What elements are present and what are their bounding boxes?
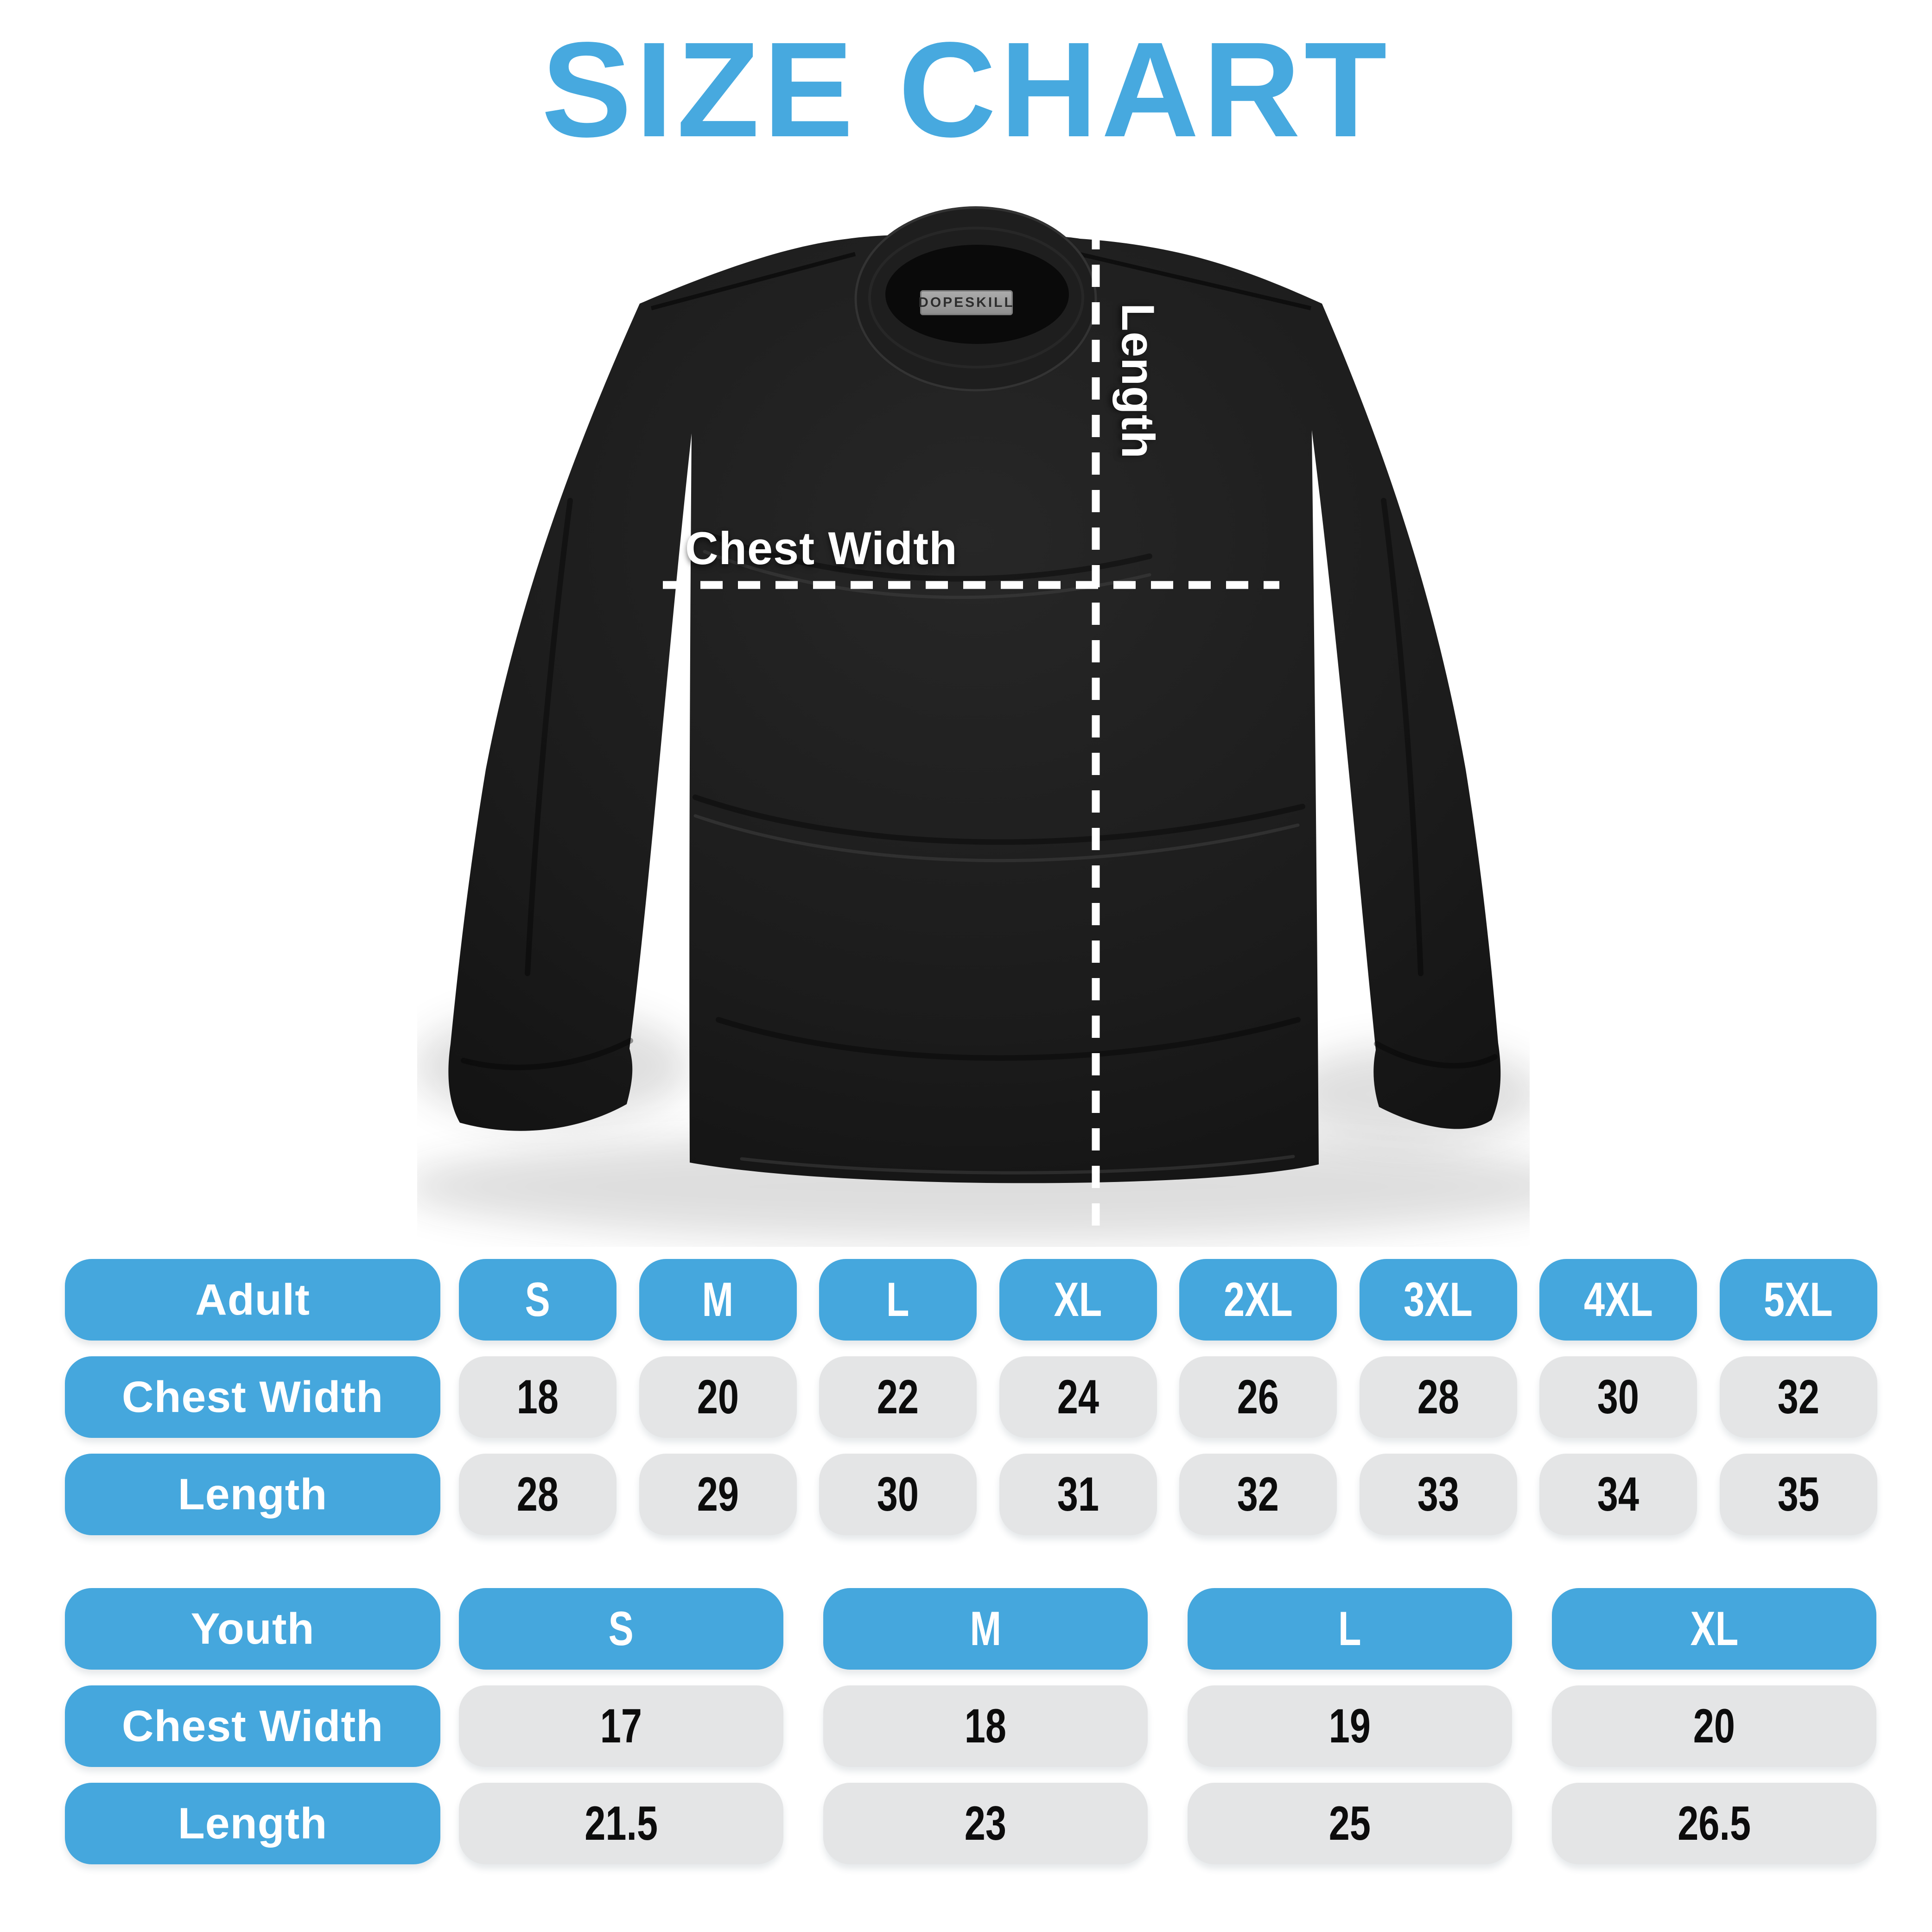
shirt-body bbox=[448, 233, 1501, 1183]
youth-chest-width-cell: 19 bbox=[1188, 1685, 1512, 1767]
adult-chest-width-cell: 26 bbox=[1179, 1356, 1337, 1438]
fabric-creases bbox=[461, 498, 1498, 1070]
adult-chest-width-cell: 20 bbox=[639, 1356, 797, 1438]
page-title: SIZE CHART bbox=[541, 14, 1391, 165]
adult-length-cell: 29 bbox=[639, 1454, 797, 1535]
collar-brand-tag: DOPESKILL bbox=[918, 290, 1013, 315]
adult-size-table: Adult S M L XL 2XL 3XL 4XL 5XL Chest Wid… bbox=[65, 1259, 1900, 1535]
adult-chest-width-cell: 28 bbox=[1359, 1356, 1517, 1438]
youth-chest-width-cell: 18 bbox=[823, 1685, 1148, 1767]
adult-length-cell: 33 bbox=[1359, 1454, 1517, 1535]
youth-size-header: M bbox=[823, 1588, 1148, 1670]
adult-length-cell: 30 bbox=[819, 1454, 977, 1535]
adult-chest-width-cell: 22 bbox=[819, 1356, 977, 1438]
adult-size-header: 2XL bbox=[1179, 1259, 1337, 1341]
adult-chest-width-cell: 24 bbox=[999, 1356, 1157, 1438]
adult-length-cell: 35 bbox=[1719, 1454, 1877, 1535]
youth-row-label-chest-width: Chest Width bbox=[65, 1685, 440, 1767]
adult-chest-width-cell: 32 bbox=[1719, 1356, 1877, 1438]
adult-length-cell: 31 bbox=[999, 1454, 1157, 1535]
youth-chest-width-cell: 20 bbox=[1552, 1685, 1876, 1767]
youth-size-header: XL bbox=[1552, 1588, 1876, 1670]
long-sleeve-shirt-graphic bbox=[417, 206, 1530, 1240]
adult-header-label: Adult bbox=[65, 1259, 440, 1341]
youth-chest-width-cell: 17 bbox=[459, 1685, 783, 1767]
youth-length-cell: 25 bbox=[1188, 1783, 1512, 1864]
adult-size-header: 4XL bbox=[1539, 1259, 1697, 1341]
adult-length-cell: 34 bbox=[1539, 1454, 1697, 1535]
chest-width-line-label: Chest Width bbox=[685, 522, 958, 574]
adult-chest-width-cell: 30 bbox=[1539, 1356, 1697, 1438]
adult-size-header: 3XL bbox=[1359, 1259, 1517, 1341]
adult-size-header: L bbox=[819, 1259, 977, 1341]
youth-header-label: Youth bbox=[65, 1588, 440, 1670]
youth-size-header: S bbox=[459, 1588, 783, 1670]
youth-row-label-length: Length bbox=[65, 1783, 440, 1864]
shirt-illustration: DOPESKILL Chest Width Length bbox=[417, 199, 1530, 1247]
adult-length-cell: 32 bbox=[1179, 1454, 1337, 1535]
adult-size-header: XL bbox=[999, 1259, 1157, 1341]
youth-size-header: L bbox=[1188, 1588, 1512, 1670]
shoulder-seams bbox=[650, 252, 1312, 311]
adult-chest-width-cell: 18 bbox=[459, 1356, 616, 1438]
adult-size-header: 5XL bbox=[1719, 1259, 1877, 1341]
adult-length-cell: 28 bbox=[459, 1454, 616, 1535]
adult-size-header: M bbox=[639, 1259, 797, 1341]
adult-row-label-chest-width: Chest Width bbox=[65, 1356, 440, 1438]
length-line-label: Length bbox=[1112, 303, 1164, 459]
youth-size-table: Youth S M L XL Chest Width 17 18 19 20 L… bbox=[65, 1588, 1916, 1864]
youth-length-cell: 23 bbox=[823, 1783, 1148, 1864]
adult-size-header: S bbox=[459, 1259, 616, 1341]
youth-length-cell: 26.5 bbox=[1552, 1783, 1876, 1864]
adult-row-label-length: Length bbox=[65, 1454, 440, 1535]
youth-length-cell: 21.5 bbox=[459, 1783, 783, 1864]
